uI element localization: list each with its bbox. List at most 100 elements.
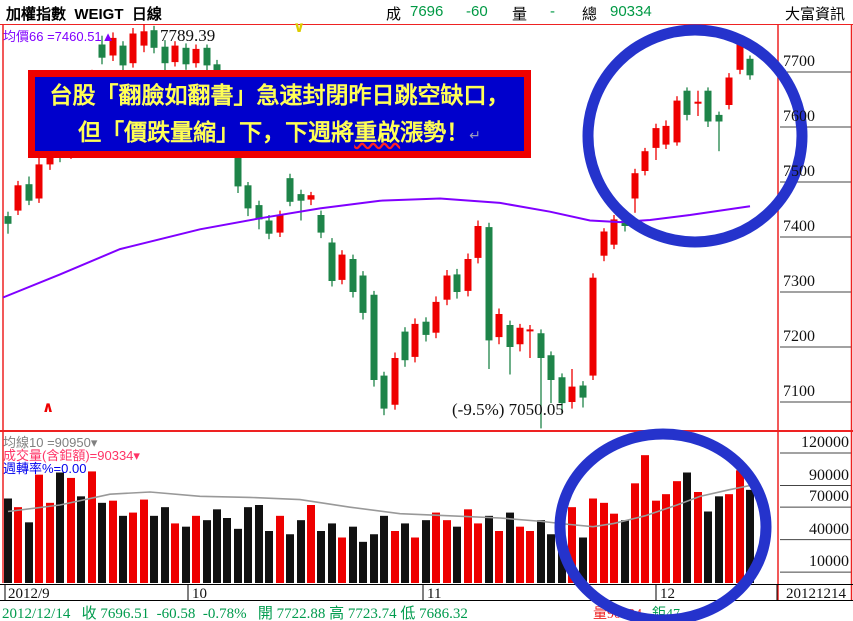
- status-bar: 2012/12/14 收 7696.51 -60.58 -0.78% 開 772…: [2, 606, 468, 621]
- volume-bar: [56, 472, 64, 583]
- annotation-line1: 台股「翻臉如翻書」急速封閉昨日跳空缺口，: [49, 82, 510, 108]
- candle-body: [317, 215, 325, 233]
- candle-body: [715, 114, 723, 122]
- volume-bar: [182, 526, 190, 583]
- volume-bar: [495, 531, 503, 583]
- candle-body: [276, 215, 284, 233]
- month-label: 10: [192, 586, 207, 602]
- candle-body: [495, 314, 503, 338]
- volume-bar: [673, 481, 681, 583]
- liang-value: -: [550, 3, 555, 20]
- high-price-label: 7789.39: [160, 26, 216, 45]
- candle-body: [35, 164, 43, 199]
- volume-bar: [464, 509, 472, 583]
- candle-body: [422, 321, 430, 335]
- price-ma-legend: 均價66 =7460.51▲: [3, 29, 115, 44]
- status-volume-red: 量90334: [593, 607, 642, 621]
- volume-bar: [297, 520, 305, 583]
- candle-body: [411, 323, 419, 357]
- candle-body: [4, 216, 12, 224]
- candle-body: [568, 386, 576, 402]
- volume-bar: [307, 505, 315, 583]
- month-label: 12: [660, 586, 675, 602]
- volume-bar: [46, 502, 54, 583]
- candle-body: [109, 37, 117, 56]
- price-axis-tick: 7400: [783, 218, 815, 235]
- candle-body: [338, 254, 346, 280]
- volume-bar: [244, 507, 252, 583]
- instrument-title: 加權指數 WEIGT 日線: [6, 6, 162, 23]
- volume-ma-legend: 均線10 =90950▾: [3, 435, 98, 450]
- candle-body: [150, 30, 158, 48]
- candle-body: [526, 329, 534, 332]
- volume-axis-tick: 70000: [809, 488, 849, 506]
- volume-bar: [88, 471, 96, 583]
- volume-legend: 成交量(含鉅額)=90334▾: [3, 448, 140, 463]
- volume-bar: [77, 496, 85, 583]
- annotation-box: 台股「翻臉如翻書」急速封閉昨日跳空缺口， 但「價跌量縮」下，下週將重啟漲勢！↵: [28, 70, 531, 158]
- volume-axis-tick: 10000: [809, 553, 849, 571]
- volume-bar: [4, 498, 12, 583]
- yellow-signal-icon: ∨: [293, 19, 306, 36]
- candle-body: [579, 385, 587, 398]
- candle-body: [265, 220, 273, 234]
- price-axis-tick: 7600: [783, 108, 815, 125]
- volume-bar: [694, 492, 702, 583]
- candle-body: [641, 151, 649, 171]
- candle-body: [401, 331, 409, 361]
- candle-body: [610, 219, 618, 245]
- volume-bar: [255, 505, 263, 583]
- candle-body: [161, 46, 169, 64]
- volume-bar: [422, 520, 430, 583]
- candle-body: [140, 31, 148, 46]
- price-change: -60: [466, 3, 488, 20]
- volume-bar: [359, 541, 367, 583]
- candle-body: [380, 375, 388, 409]
- volume-bar: [213, 509, 221, 583]
- candle-body: [25, 184, 33, 201]
- candle-body: [537, 333, 545, 358]
- volume-bar: [432, 512, 440, 583]
- candle-body: [652, 128, 660, 148]
- candle-body: [98, 44, 106, 58]
- volume-bar: [526, 531, 534, 583]
- volume-bar: [328, 523, 336, 583]
- volume-bars: [4, 455, 754, 583]
- volume-bar: [516, 526, 524, 583]
- cheng-label: 成: [386, 6, 402, 23]
- last-date-label: 20121214: [786, 586, 846, 602]
- price-ma-line: [2, 197, 751, 299]
- month-label: 11: [427, 586, 442, 602]
- volume-bar: [150, 515, 158, 583]
- volume-bar: [683, 472, 691, 583]
- candle-body: [589, 277, 597, 376]
- total-volume: 90334: [610, 3, 652, 20]
- candle-body: [432, 301, 440, 333]
- volume-bar: [349, 526, 357, 583]
- candle-body: [328, 242, 336, 281]
- low-price-label: (-9.5%) 7050.05: [452, 400, 564, 419]
- volume-bar: [746, 489, 754, 583]
- volume-bar: [98, 502, 106, 583]
- candle-body: [683, 90, 691, 115]
- zong-label: 總: [582, 6, 598, 23]
- candle-body: [746, 58, 754, 76]
- volume-axis-tick: 120000: [801, 434, 849, 451]
- volume-bar: [234, 528, 242, 583]
- volume-bar: [109, 500, 117, 583]
- last-price: 7696: [410, 3, 444, 20]
- candle-body: [736, 41, 744, 70]
- volume-bar: [443, 520, 451, 583]
- month-label: 2012/9: [8, 586, 50, 602]
- volume-bar: [129, 512, 137, 583]
- volume-bar: [589, 498, 597, 583]
- volume-bar: [401, 523, 409, 583]
- candle-body: [516, 327, 524, 345]
- candle-body: [286, 178, 294, 202]
- volume-bar: [140, 499, 148, 583]
- volume-bar: [485, 515, 493, 583]
- title-bar: 加權指數 WEIGT 日線 成 7696 -60 量 - 總 90334 大富資…: [0, 0, 853, 24]
- candle-body: [119, 45, 127, 66]
- candle-body: [662, 125, 670, 145]
